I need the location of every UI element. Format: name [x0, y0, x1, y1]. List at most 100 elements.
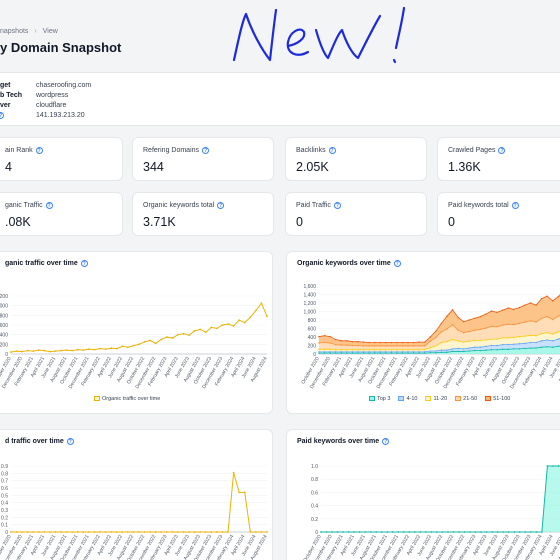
- data-point: [463, 531, 466, 533]
- legend-item[interactable]: Top 3: [369, 396, 390, 402]
- data-point: [15, 350, 18, 352]
- data-point: [346, 340, 348, 342]
- help-icon[interactable]: ?: [80, 260, 88, 267]
- legend-label: 51-100: [493, 396, 511, 402]
- data-point: [171, 337, 174, 339]
- data-point: [540, 531, 543, 533]
- legend-item[interactable]: Organic traffic over time: [94, 396, 160, 402]
- data-point: [160, 338, 163, 341]
- help-icon[interactable]: ?: [66, 438, 74, 445]
- data-point: [474, 346, 476, 348]
- help-icon[interactable]: ?: [35, 147, 43, 154]
- x-tick-label: June 2024: [549, 356, 560, 379]
- series-area: [319, 346, 560, 354]
- data-point: [540, 317, 543, 319]
- data-point: [182, 332, 185, 335]
- info-key: b Tech: [0, 92, 23, 99]
- breadcrumb-parent[interactable]: napshots: [0, 28, 29, 35]
- data-point: [462, 341, 465, 343]
- data-point: [380, 531, 383, 533]
- help-icon[interactable]: ?: [0, 112, 4, 119]
- data-point: [540, 346, 543, 348]
- legend-item[interactable]: 4-10: [398, 396, 417, 402]
- data-point: [323, 341, 326, 344]
- data-point: [364, 531, 367, 533]
- data-point: [71, 349, 74, 352]
- data-point: [546, 295, 548, 297]
- data-point: [396, 349, 398, 351]
- y-tick-label: 0: [5, 352, 8, 358]
- data-point: [320, 531, 322, 533]
- stat-card-backlinks: Backlinks? 2.05K: [285, 137, 427, 181]
- data-point: [353, 531, 356, 533]
- data-point: [485, 339, 487, 341]
- series-line: [11, 472, 267, 533]
- y-tick-label: 200: [0, 342, 8, 348]
- data-point: [501, 348, 504, 351]
- data-point: [126, 531, 129, 533]
- help-icon[interactable]: ?: [498, 147, 506, 154]
- data-point: [260, 531, 263, 533]
- x-tick-label: June 2024: [549, 534, 560, 557]
- legend-item[interactable]: 21-50: [455, 396, 477, 402]
- data-point: [429, 346, 432, 349]
- data-point: [385, 341, 387, 344]
- data-point: [407, 351, 409, 353]
- data-point: [474, 329, 476, 331]
- data-point: [424, 352, 426, 354]
- y-tick-label: 1,600: [303, 284, 316, 290]
- data-point: [557, 465, 560, 467]
- help-icon[interactable]: ?: [217, 202, 225, 209]
- data-point: [199, 328, 202, 331]
- legend-item[interactable]: 11-20: [425, 396, 447, 402]
- legend-item[interactable]: 51-100: [485, 396, 510, 402]
- data-point: [88, 348, 90, 351]
- data-point: [424, 349, 426, 351]
- y-tick-label: 0: [315, 530, 318, 536]
- data-point: [440, 331, 443, 333]
- stat-value: 1.36K: [448, 160, 481, 174]
- series-line: [321, 465, 560, 533]
- data-point: [232, 325, 235, 327]
- data-point: [418, 341, 420, 343]
- data-point: [513, 308, 515, 311]
- data-point: [418, 345, 420, 347]
- help-icon[interactable]: ?: [328, 147, 336, 154]
- y-tick-label: 1,000: [0, 304, 8, 310]
- data-point: [227, 323, 229, 325]
- data-point: [346, 351, 348, 353]
- chart-card-paid-keywords: Paid keywords over time? 0 0.2 0.4 0.6 0.8 1.…: [286, 429, 560, 560]
- data-point: [121, 531, 124, 533]
- help-icon[interactable]: ?: [333, 202, 341, 209]
- data-point: [485, 313, 487, 315]
- data-point: [412, 349, 415, 351]
- domain-info-panel: get chaseroofing.com b Tech wordpress ve…: [0, 72, 560, 126]
- data-point: [507, 343, 509, 346]
- data-point: [177, 531, 179, 533]
- data-point: [507, 323, 509, 325]
- data-point: [540, 332, 543, 335]
- data-point: [99, 347, 101, 350]
- help-icon[interactable]: ?: [202, 147, 210, 154]
- data-point: [546, 346, 548, 348]
- data-point: [490, 349, 493, 351]
- data-point: [32, 350, 35, 352]
- data-point: [412, 341, 415, 344]
- data-point: [485, 531, 488, 533]
- help-icon[interactable]: ?: [393, 260, 401, 267]
- help-icon[interactable]: ?: [382, 438, 390, 445]
- data-point: [104, 348, 107, 351]
- stat-label: Paid keywords total: [448, 202, 509, 209]
- y-tick-label: 600: [308, 327, 317, 333]
- data-point: [513, 531, 516, 533]
- data-point: [424, 341, 426, 343]
- help-icon[interactable]: ?: [511, 202, 519, 209]
- data-point: [177, 333, 179, 336]
- data-point: [501, 309, 504, 311]
- data-point: [518, 322, 521, 325]
- data-point: [524, 342, 526, 345]
- data-point: [396, 341, 398, 344]
- data-point: [49, 350, 51, 353]
- help-icon[interactable]: ?: [45, 202, 53, 209]
